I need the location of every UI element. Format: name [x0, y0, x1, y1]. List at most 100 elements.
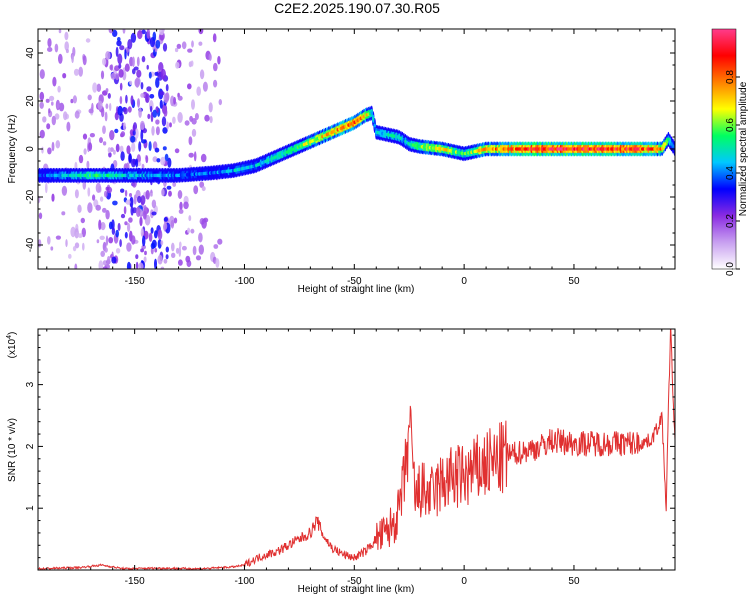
- noise-blob: [178, 209, 184, 214]
- noise-blob: [140, 82, 144, 90]
- noise-blob: [162, 146, 167, 151]
- svg-text:(x104): (x104): [6, 332, 18, 359]
- noise-blob: [145, 190, 150, 200]
- noise-blob: [146, 86, 152, 92]
- noise-blob: [155, 39, 161, 49]
- noise-blob: [133, 194, 137, 205]
- noise-blob: [118, 63, 122, 69]
- y-tick-label: -40: [25, 237, 36, 252]
- noise-blob: [62, 111, 68, 121]
- noise-blob: [55, 235, 62, 240]
- noise-blob: [215, 258, 220, 268]
- snr-x-label: Height of straight line (km): [298, 584, 415, 595]
- noise-blob: [137, 195, 142, 204]
- noise-blob: [137, 30, 143, 40]
- noise-blob: [72, 95, 77, 104]
- noise-blob: [191, 40, 194, 48]
- noise-blob: [165, 92, 170, 102]
- x-tick-label: -100: [234, 276, 254, 287]
- noise-blob: [152, 31, 157, 42]
- noise-blob: [140, 93, 145, 98]
- noise-blob: [140, 129, 144, 141]
- noise-blob: [160, 266, 165, 269]
- x-tick-label: -50: [347, 276, 362, 287]
- noise-blob: [194, 113, 199, 120]
- noise-blob: [148, 232, 153, 242]
- ridge-cell: [671, 144, 675, 148]
- colorbar-bar: [711, 28, 737, 270]
- noise-blob: [92, 82, 98, 93]
- colorbar-ticks: 0.0 0.2 0.4 0.6 0.8: [725, 70, 740, 276]
- noise-blob: [170, 95, 175, 107]
- spectrogram-y-label: Frequency (Hz): [7, 115, 18, 184]
- noise-blob: [177, 95, 183, 101]
- noise-blob: [141, 139, 147, 144]
- noise-blob: [167, 157, 172, 168]
- spectrogram-x-label: Height of straight line (km): [298, 284, 415, 295]
- noise-blob: [148, 71, 152, 79]
- noise-blob: [160, 156, 166, 166]
- ridge-cell: [373, 123, 377, 128]
- noise-blob: [190, 60, 194, 67]
- noise-blob: [42, 116, 47, 123]
- noise-blob: [39, 91, 45, 101]
- noise-blob: [218, 99, 222, 106]
- noise-blob: [123, 206, 127, 215]
- noise-blob: [130, 235, 136, 245]
- noise-blob: [151, 125, 155, 136]
- noise-blob: [149, 94, 155, 99]
- noise-blob: [130, 206, 134, 216]
- noise-blob: [200, 153, 207, 163]
- ridge-cell: [661, 146, 664, 151]
- noise-blob: [85, 38, 91, 43]
- noise-blob: [150, 247, 154, 255]
- noise-blob: [39, 129, 45, 139]
- noise-blob: [65, 239, 68, 248]
- ridge-cell: [668, 139, 672, 144]
- noise-blob: [171, 242, 175, 252]
- noise-blob: [124, 221, 128, 226]
- noise-blob: [74, 263, 78, 269]
- noise-blob: [95, 204, 101, 211]
- noise-blob: [198, 29, 204, 35]
- noise-blob: [184, 120, 190, 126]
- noise-blob: [157, 229, 163, 241]
- noise-blob: [183, 201, 189, 210]
- x-tick-label: 0: [461, 276, 467, 287]
- noise-blob: [204, 114, 210, 122]
- noise-blob: [124, 231, 128, 239]
- noise-blob: [61, 185, 68, 196]
- noise-blob: [125, 199, 131, 205]
- noise-blob: [169, 122, 172, 128]
- y-tick-label: -20: [25, 189, 36, 204]
- noise-blob: [146, 64, 149, 70]
- noise-blob: [136, 56, 140, 67]
- noise-blob: [213, 244, 219, 249]
- noise-blob: [161, 188, 165, 197]
- noise-blob: [201, 218, 207, 229]
- noise-blob: [172, 116, 176, 125]
- noise-blob: [178, 246, 182, 257]
- colorbar-tick-label: 0.8: [725, 70, 736, 84]
- noise-blob: [190, 228, 195, 234]
- noise-blob: [87, 94, 92, 101]
- noise-blob: [130, 135, 136, 143]
- noise-blob: [120, 188, 125, 193]
- noise-blob: [175, 247, 180, 254]
- noise-blob: [38, 195, 41, 204]
- noise-blob: [109, 103, 112, 111]
- noise-blob: [138, 107, 142, 118]
- noise-blob: [185, 255, 191, 263]
- snr-multiplier-base: (x10: [7, 338, 18, 358]
- noise-blob: [39, 69, 45, 80]
- noise-blob: [129, 80, 133, 86]
- noise-blob: [196, 86, 201, 96]
- noise-blob: [123, 122, 126, 131]
- noise-blob: [58, 102, 65, 112]
- noise-blob: [140, 227, 144, 237]
- spectrogram-plot-area: [38, 29, 675, 269]
- noise-blob: [157, 254, 163, 265]
- noise-blob: [208, 102, 213, 113]
- colorbar-tick-label: 0.0: [725, 262, 736, 276]
